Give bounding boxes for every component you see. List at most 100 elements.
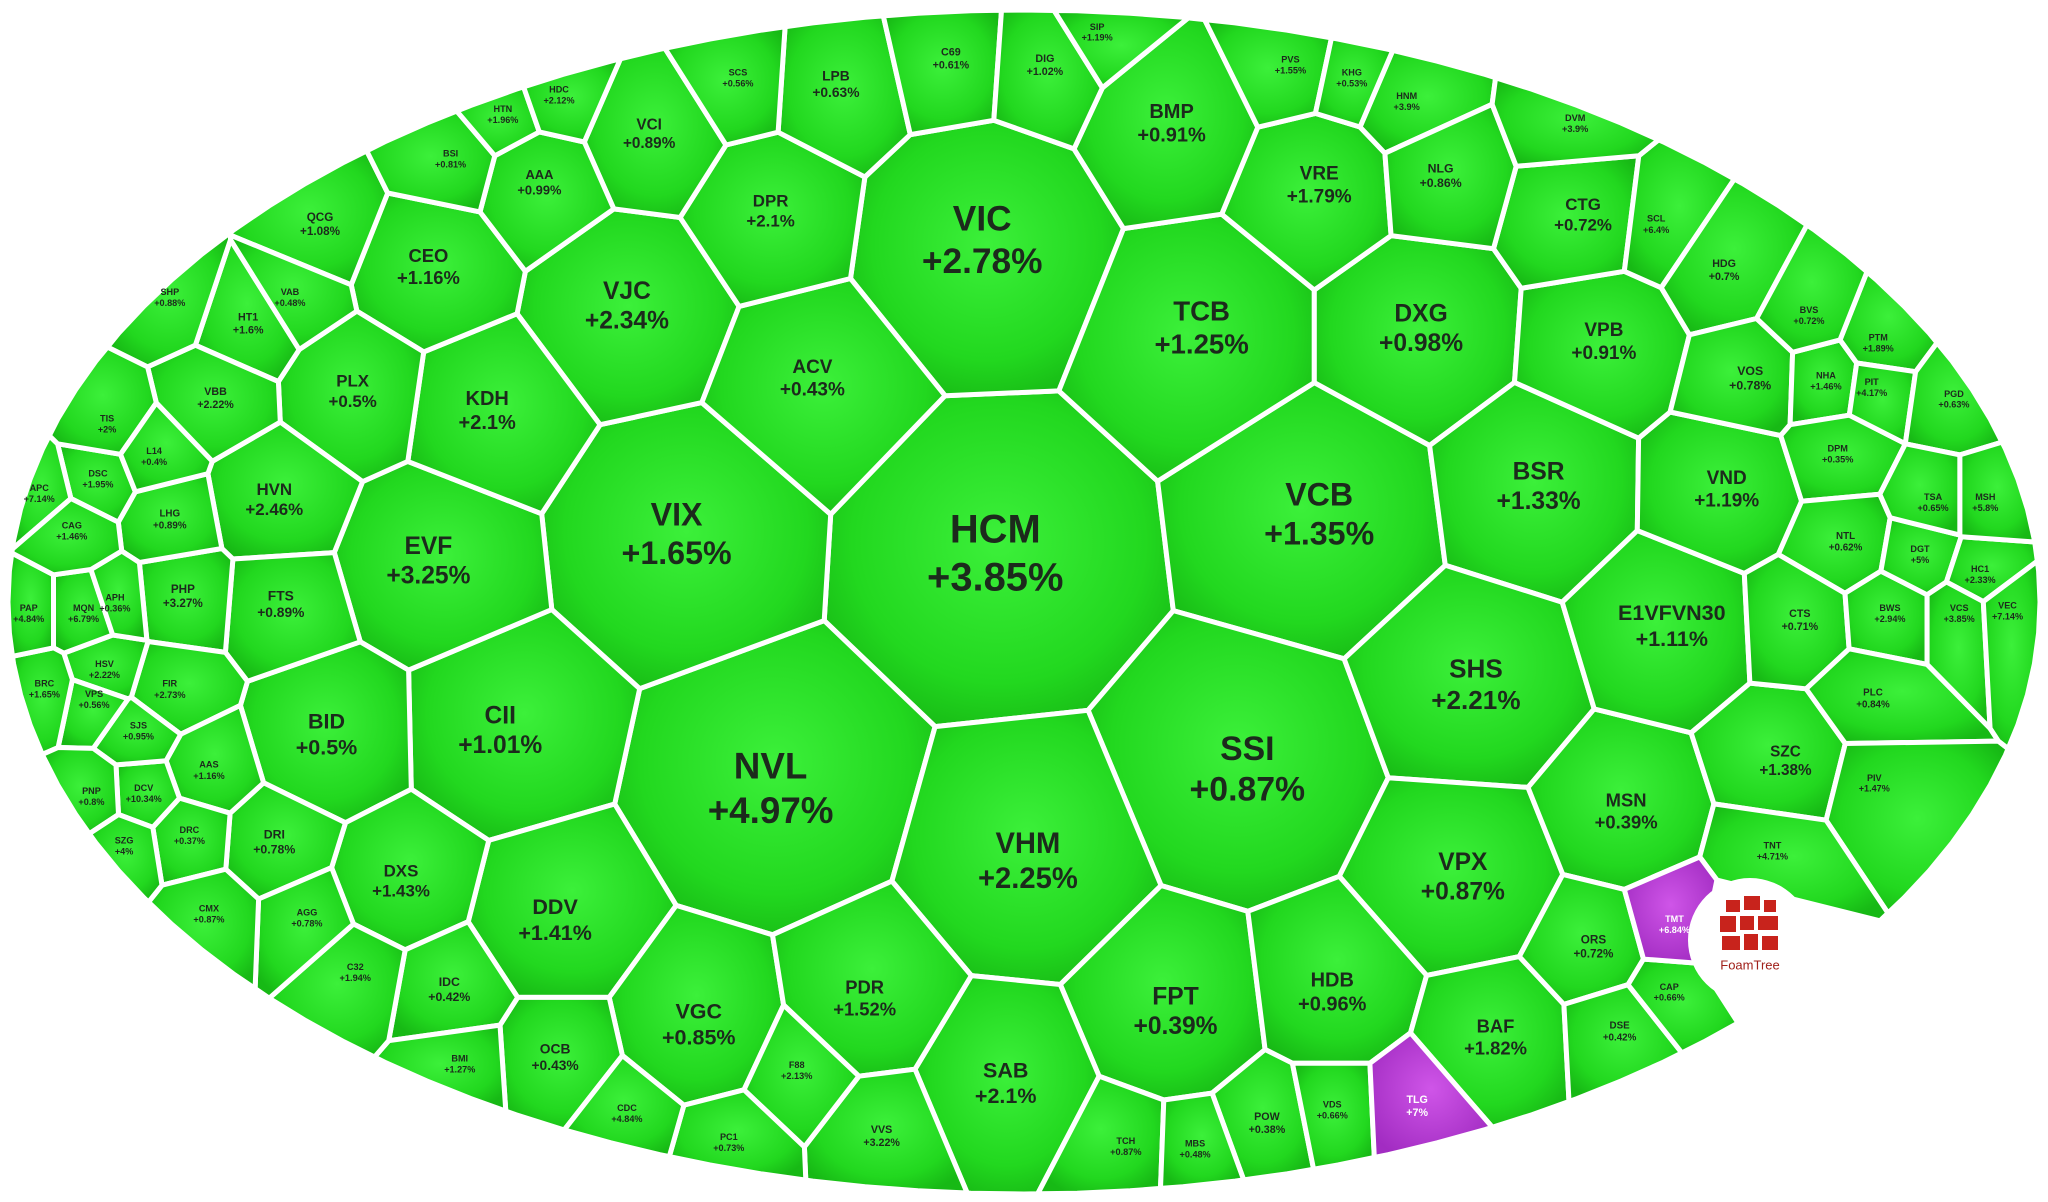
change: +1.16% — [193, 771, 224, 781]
change: +0.91% — [1137, 125, 1206, 147]
ticker: BRC — [35, 679, 55, 689]
change: +3.9% — [1562, 124, 1588, 134]
change: +0.39% — [1595, 812, 1658, 833]
ticker: DRC — [180, 825, 200, 835]
cell — [39, 745, 121, 837]
change: +4.84% — [13, 614, 44, 624]
change: +0.65% — [1918, 503, 1949, 513]
ticker: ORS — [1581, 933, 1607, 946]
ticker: AAA — [525, 167, 553, 182]
change: +3.27% — [163, 597, 204, 610]
ticker: FPT — [1152, 984, 1198, 1011]
ticker: F88 — [789, 1060, 805, 1070]
ticker: TCH — [1116, 1136, 1135, 1146]
change: +1.6% — [233, 324, 264, 336]
change: +2.94% — [1874, 614, 1905, 624]
ticker: VVS — [871, 1124, 892, 1136]
change: +1.11% — [1636, 627, 1708, 651]
change: +2.22% — [89, 670, 120, 680]
ticker: C69 — [941, 46, 961, 58]
ticker: PIT — [1865, 377, 1880, 387]
change: +1.65% — [622, 535, 732, 571]
ticker: PHP — [171, 583, 195, 596]
change: +1.47% — [1859, 784, 1890, 794]
ticker: BAF — [1477, 1016, 1515, 1037]
ticker: BWS — [1879, 603, 1900, 613]
ticker: APC — [30, 483, 50, 493]
change: +1.79% — [1287, 186, 1352, 207]
change: +0.56% — [722, 78, 753, 88]
change: +2.13% — [781, 1071, 812, 1081]
ticker: VAB — [281, 287, 300, 297]
change: +0.38% — [1249, 1124, 1286, 1136]
ticker: PLX — [336, 372, 370, 391]
logo-block — [1722, 936, 1740, 950]
ticker: OCB — [540, 1042, 571, 1057]
cell — [1980, 558, 2043, 752]
change: +0.87% — [1190, 770, 1306, 808]
ticker: PLC — [1863, 688, 1883, 699]
change: +0.91% — [1571, 343, 1636, 364]
change: +1.96% — [487, 115, 518, 125]
ticker: C32 — [347, 962, 364, 972]
change: +0.66% — [1317, 1110, 1348, 1120]
ticker: AAS — [199, 760, 218, 770]
ticker: CDC — [617, 1103, 637, 1113]
ticker: CMX — [199, 903, 219, 913]
change: +0.84% — [1856, 699, 1890, 710]
ticker: TSA — [1924, 492, 1943, 502]
ticker: VJC — [603, 278, 651, 305]
ticker: POW — [1254, 1111, 1280, 1123]
change: +0.48% — [274, 298, 305, 308]
change: +1.46% — [56, 532, 87, 542]
change: +7% — [1406, 1107, 1428, 1119]
ticker: DXS — [384, 861, 419, 880]
change: +1.89% — [1863, 344, 1894, 354]
change: +6.84% — [1659, 925, 1690, 935]
ticker: APH — [105, 593, 124, 603]
ticker: HSV — [95, 659, 114, 669]
ticker: PDR — [845, 976, 884, 997]
change: +0.43% — [780, 380, 845, 401]
change: +1.25% — [1154, 329, 1248, 360]
ticker: TMT — [1665, 914, 1684, 924]
ticker: MSH — [1975, 492, 1995, 502]
ticker: DDV — [532, 895, 578, 919]
ticker: IDC — [439, 975, 460, 989]
change: +0.43% — [532, 1058, 579, 1073]
ticker: HT1 — [238, 312, 258, 324]
ticker: LHG — [159, 509, 180, 520]
change: +0.72% — [1573, 947, 1614, 960]
change: +3.25% — [386, 562, 470, 589]
ticker: DPM — [1828, 444, 1849, 454]
ticker: VPB — [1584, 320, 1623, 341]
ticker: VCB — [1285, 477, 1353, 513]
ticker: VBB — [204, 386, 227, 398]
change: +1.55% — [1275, 65, 1306, 75]
ticker: DSC — [88, 468, 108, 478]
change: +0.8% — [78, 797, 104, 807]
change: +3.85% — [927, 555, 1063, 599]
ticker: E1VFVN30 — [1618, 601, 1726, 625]
ticker: EVF — [404, 533, 452, 560]
ticker: VCS — [1950, 603, 1969, 613]
ticker: KHG — [1342, 67, 1362, 77]
change: +2.22% — [197, 399, 234, 411]
ticker: TCB — [1173, 295, 1230, 326]
ticker: QCG — [307, 211, 334, 224]
change: +0.78% — [253, 842, 295, 856]
change: +2.1% — [975, 1084, 1037, 1108]
cell — [1957, 439, 2038, 545]
change: +3.9% — [1394, 102, 1420, 112]
change: +0.5% — [296, 735, 358, 759]
change: +1.35% — [1264, 515, 1374, 551]
logo-block — [1764, 900, 1776, 912]
ticker: CTS — [1789, 608, 1810, 620]
change: +1.16% — [397, 267, 460, 288]
ticker: SZG — [115, 835, 134, 845]
logo-block — [1726, 900, 1740, 912]
ticker: TNT — [1763, 841, 1781, 851]
ticker: HDG — [1712, 258, 1736, 270]
change: +0.66% — [1654, 993, 1685, 1003]
change: +3.85% — [1944, 614, 1975, 624]
